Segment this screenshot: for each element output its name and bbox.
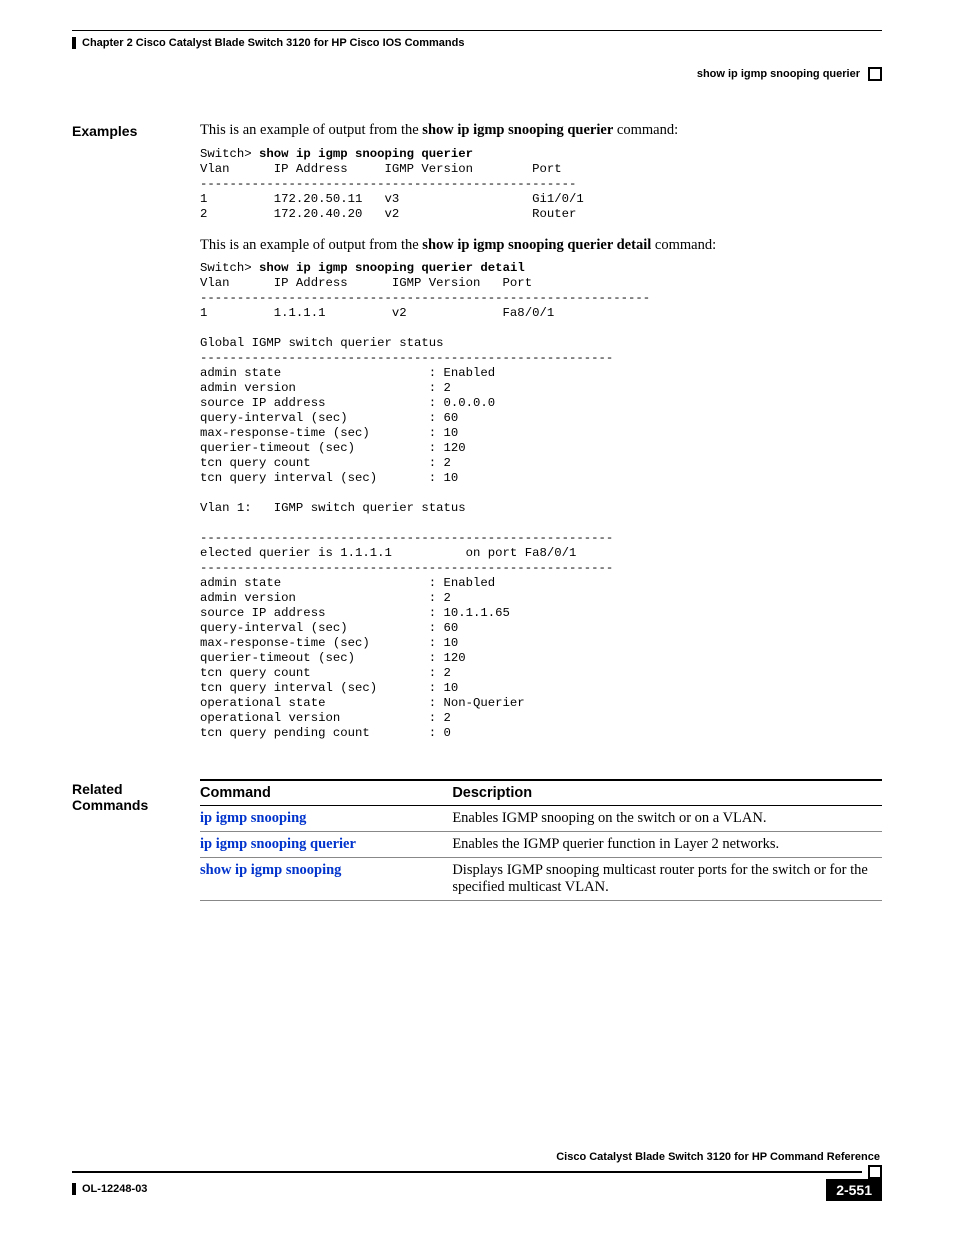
page-footer: Cisco Catalyst Blade Switch 3120 for HP … (72, 1151, 882, 1201)
cli-output-2: Switch> show ip igmp snooping querier de… (200, 261, 882, 741)
cmd-link[interactable]: ip igmp snooping querier (200, 836, 356, 852)
cmd-cell: show ip igmp snooping (200, 858, 452, 901)
cmd-name: show ip igmp snooping querier detail (422, 237, 651, 253)
footer-end-marker-icon (868, 1165, 882, 1179)
table-header-row: Command Description (200, 780, 882, 806)
cli-body: Vlan IP Address IGMP Version Port ------… (200, 162, 584, 221)
header-end-marker-icon (868, 67, 882, 81)
desc-cell: Enables IGMP snooping on the switch or o… (452, 806, 882, 832)
page-header: Chapter 2 Cisco Catalyst Blade Switch 31… (72, 30, 882, 81)
table-row: show ip igmp snooping Displays IGMP snoo… (200, 858, 882, 901)
cmd-link[interactable]: ip igmp snooping (200, 810, 306, 826)
related-commands-label: Related Commands (72, 779, 200, 901)
table-row: ip igmp snooping Enables IGMP snooping o… (200, 806, 882, 832)
cli-prompt: Switch> (200, 261, 259, 275)
examples-intro-1: This is an example of output from the sh… (200, 121, 882, 141)
cli-command: show ip igmp snooping querier detail (259, 261, 525, 275)
footer-bottom-row: OL-12248-03 2-551 (72, 1183, 882, 1201)
footer-doc-id: OL-12248-03 (72, 1183, 147, 1195)
cli-command: show ip igmp snooping querier (259, 147, 473, 161)
chapter-title: Chapter 2 Cisco Catalyst Blade Switch 31… (72, 37, 882, 49)
desc-cell: Enables the IGMP querier function in Lay… (452, 832, 882, 858)
footer-rule (72, 1171, 862, 1173)
examples-section: Examples This is an example of output fr… (72, 121, 882, 755)
related-commands-body: Command Description ip igmp snooping Ena… (200, 779, 882, 901)
cli-prompt: Switch> (200, 147, 259, 161)
cmd-link[interactable]: show ip igmp snooping (200, 862, 341, 878)
related-commands-table: Command Description ip igmp snooping Ena… (200, 779, 882, 901)
cli-body: Vlan IP Address IGMP Version Port ------… (200, 276, 650, 740)
text: command: (651, 237, 716, 253)
cli-output-1: Switch> show ip igmp snooping querier Vl… (200, 147, 882, 222)
text: This is an example of output from the (200, 122, 422, 138)
cmd-name: show ip igmp snooping querier (422, 122, 613, 138)
cmd-cell: ip igmp snooping querier (200, 832, 452, 858)
desc-cell: Displays IGMP snooping multicast router … (452, 858, 882, 901)
text: This is an example of output from the (200, 237, 422, 253)
related-commands-section: Related Commands Command Description ip … (72, 779, 882, 901)
header-command: show ip igmp snooping querier (697, 68, 860, 80)
examples-intro-2: This is an example of output from the sh… (200, 236, 882, 256)
examples-label: Examples (72, 121, 200, 755)
header-command-row: show ip igmp snooping querier (72, 67, 882, 81)
footer-doc-title: Cisco Catalyst Blade Switch 3120 for HP … (72, 1151, 882, 1163)
col-command: Command (200, 780, 452, 806)
table-row: ip igmp snooping querier Enables the IGM… (200, 832, 882, 858)
examples-body: This is an example of output from the sh… (200, 121, 882, 755)
col-description: Description (452, 780, 882, 806)
page-number: 2-551 (826, 1179, 882, 1201)
footer-rule-row (72, 1165, 882, 1179)
cmd-cell: ip igmp snooping (200, 806, 452, 832)
text: command: (613, 122, 678, 138)
